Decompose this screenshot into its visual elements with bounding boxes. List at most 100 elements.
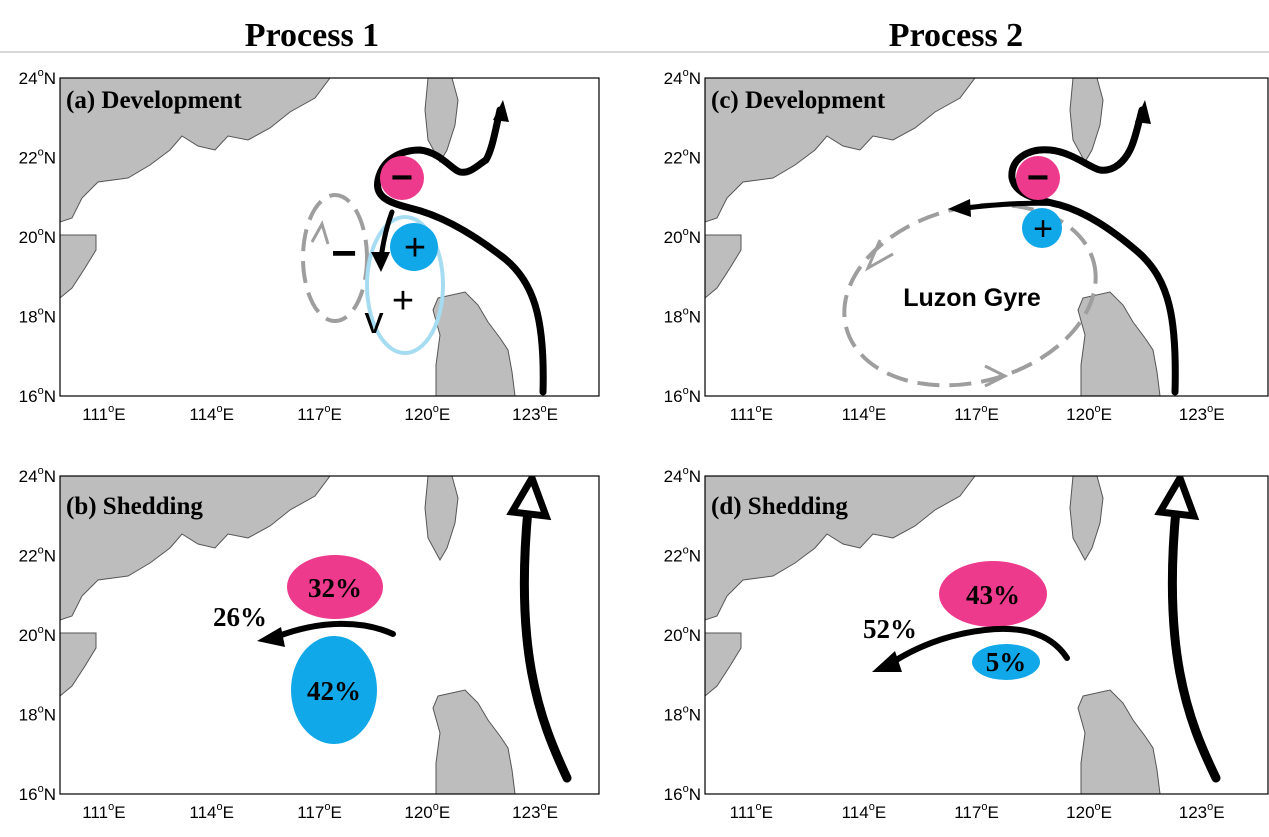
panel-c-x-tick-114: 114oE — [842, 403, 887, 424]
panel-b-kuroshio — [519, 485, 572, 783]
panel-b-x-tick-120: 120oE — [404, 801, 450, 822]
panel-b-land — [60, 476, 516, 794]
panel-d-x-tick-117: 117oE — [954, 801, 999, 822]
panel-c-y-tick-24: 24oN — [664, 67, 701, 88]
panel-a-v-mark: v — [365, 300, 384, 342]
panel-b-y-tick-20: 20oN — [19, 624, 56, 645]
panel-b-flow-pct: 26% — [213, 602, 267, 632]
title-process-2: Process 2 — [889, 17, 1023, 54]
panel-c-minus-sign: − — [1027, 157, 1049, 199]
panel-b-cyclone-pct: 42% — [307, 676, 361, 706]
panel-a-label: (a) Development — [66, 87, 242, 114]
panel-b-y-tick-22: 22oN — [19, 545, 56, 566]
panel-d-y-tick-20: 20oN — [664, 624, 701, 645]
panel-d-land — [705, 476, 1161, 794]
panel-c-branch-arrowhead — [948, 199, 971, 217]
panel-c-y-tick-16: 16oN — [664, 385, 701, 406]
panel-d-frame — [704, 475, 1269, 795]
panel-a-intrusion-branch — [378, 209, 395, 261]
panel-c-gyre-arrowhead-west — [864, 239, 894, 272]
panel-a-land — [60, 78, 516, 396]
panel-c-x-tick-111: 111oE — [730, 403, 773, 424]
panel-a-y-tick-16: 16oN — [19, 385, 56, 406]
panel-b-y-tick-16: 16oN — [19, 783, 56, 804]
panel-c-cyclonic-eddy — [1022, 208, 1062, 248]
panel-a-cyclonic-eddy-outline — [365, 215, 445, 355]
panel-a-anticyclonic-eddy — [380, 156, 424, 200]
panel-b-frame — [59, 475, 600, 795]
panel-b-y-tick-24: 24oN — [19, 465, 56, 486]
title-process-1: Process 1 — [245, 17, 379, 54]
panel-c-kuroshio-arrowhead — [1135, 100, 1151, 124]
panel-c-plus-sign: + — [1033, 210, 1053, 248]
panel-d-y-tick-16: 16oN — [664, 783, 701, 804]
panel-c-anticyclonic-eddy — [1016, 156, 1060, 200]
panel-c-frame — [704, 77, 1269, 397]
panel-d-kuroshio — [1167, 485, 1221, 783]
panel-a-x-tick-117: 117oE — [297, 403, 342, 424]
panel-c-y-tick-20: 20oN — [664, 226, 701, 247]
panel-c-label: (c) Development — [711, 87, 886, 114]
panel-d-flow-pct: 52% — [863, 614, 917, 644]
panel-d-cyclonic-eddy — [972, 644, 1040, 680]
panel-c-luzon-gyre-loop — [842, 202, 1098, 388]
panel-a-x-tick-123: 123oE — [512, 403, 558, 424]
panel-d-anticyclone-pct: 43% — [966, 580, 1020, 610]
panel-a-minus-sign: − — [391, 157, 413, 199]
axis-tick-labels: 111oE 114oE 117oE 120oE 123oE 24oN 22oN 20oN 18o… — [19, 67, 1225, 822]
panel-b-x-tick-114: 114oE — [189, 801, 234, 822]
panel-b-cyclonic-eddy — [291, 636, 377, 744]
panel-d-y-tick-18: 18oN — [664, 704, 701, 725]
panel-a-intrusion-arrowhead — [371, 252, 390, 272]
panel-c-x-tick-117: 117oE — [954, 403, 999, 424]
panel-d-westward-flow — [890, 625, 1070, 665]
panel-a-y-tick-22: 22oN — [19, 147, 56, 168]
panel-a-kuroshio-loop — [374, 106, 547, 396]
panel-c-gyre-arrowhead-south — [984, 364, 1009, 388]
panel-d-y-tick-22: 22oN — [664, 545, 701, 566]
panel-d-y-tick-24: 24oN — [664, 465, 701, 486]
panel-a-x-tick-114: 114oE — [189, 403, 234, 424]
panel-a-y-tick-24: 24oN — [19, 67, 56, 88]
panel-a-minus-mark: − — [331, 229, 357, 278]
panel-d-x-tick-123: 123oE — [1179, 801, 1225, 822]
panel-a-dashed-eddy-arrowhead — [310, 220, 330, 245]
panel-d-flow-arrowhead — [872, 651, 902, 672]
panel-d-x-tick-120: 120oE — [1066, 801, 1112, 822]
panel-c-land — [705, 78, 1161, 396]
panel-a-dashed-anticyclonic-eddy — [301, 193, 369, 323]
panel-c-kuroshio-loop — [1008, 106, 1179, 396]
panel-d-x-tick-114: 114oE — [842, 801, 887, 822]
panel-b-anticyclonic-eddy — [287, 555, 383, 619]
panel-a-plus-mark: + — [392, 280, 414, 322]
panel-c-westward-branch — [962, 200, 1063, 211]
panel-c-y-tick-22: 22oN — [664, 147, 701, 168]
panel-a-y-tick-20: 20oN — [19, 226, 56, 247]
panel-d-label: (d) Shedding — [711, 493, 848, 520]
panel-b-y-tick-18: 18oN — [19, 704, 56, 725]
panel-b-label: (b) Shedding — [66, 493, 203, 520]
panel-b-x-tick-117: 117oE — [297, 801, 342, 822]
panel-b: 32% 42% 26% (b) Shedding — [59, 475, 600, 795]
panel-c-gyre-label: Luzon Gyre — [903, 284, 1041, 312]
panel-a-kuroshio-arrowhead — [493, 100, 509, 122]
panel-d-anticyclonic-eddy — [939, 561, 1047, 627]
panel-b-westward-flow — [273, 620, 396, 640]
panel-b-x-tick-111: 111oE — [82, 801, 125, 822]
panel-c-y-tick-18: 18oN — [664, 306, 701, 327]
panel-c: − + Luzon Gyre (c) Development — [704, 77, 1269, 397]
panel-b-anticyclone-pct: 32% — [308, 573, 362, 603]
panel-b-kuroshio-arrowhead — [506, 476, 552, 521]
panel-d-x-tick-111: 111oE — [730, 801, 773, 822]
panel-a-plus-sign: + — [404, 227, 426, 269]
panel-d-kuroshio-arrowhead — [1154, 476, 1200, 521]
panel-a-frame — [59, 77, 600, 397]
panel-a-x-tick-120: 120oE — [404, 403, 450, 424]
panel-c-x-tick-123: 123oE — [1179, 403, 1225, 424]
panel-b-x-tick-123: 123oE — [512, 801, 558, 822]
panel-a-cyclonic-eddy — [390, 223, 438, 271]
panel-c-x-tick-120: 120oE — [1066, 403, 1112, 424]
panel-a-x-tick-111: 111oE — [82, 403, 125, 424]
panel-d: 43% 5% 52% (d) Shedding — [704, 475, 1269, 795]
